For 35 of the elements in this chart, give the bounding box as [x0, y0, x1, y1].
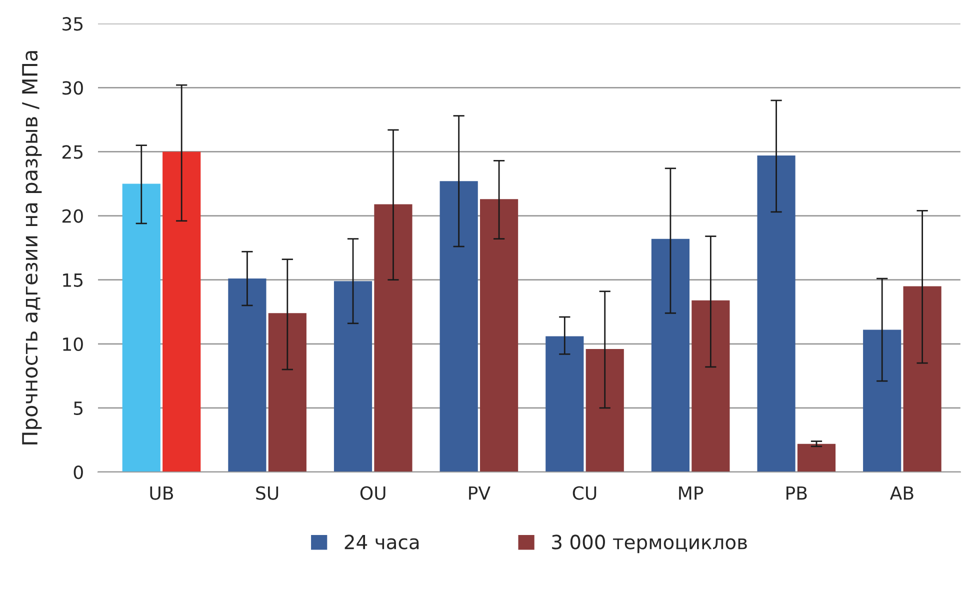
bar: [374, 204, 412, 472]
bar: [757, 156, 796, 472]
y-tick-label: 25: [62, 145, 83, 159]
x-tick-label: UB: [150, 486, 174, 500]
bar: [480, 199, 518, 472]
y-tick-label: 30: [62, 81, 83, 95]
legend-label: 3 000 термоциклов: [552, 534, 747, 554]
y-tick-label: 15: [63, 274, 83, 287]
x-tick-label: MP: [679, 486, 704, 500]
bar: [692, 300, 730, 472]
legend-label: 24 часа: [344, 534, 419, 550]
y-axis-title: Прочность адгезии на разрыв / МПа: [22, 51, 42, 444]
bar: [797, 444, 836, 472]
bar: [268, 313, 306, 472]
bar: [651, 238, 690, 472]
bar: [863, 330, 902, 472]
bar: [122, 184, 160, 472]
bar: [162, 152, 201, 472]
x-tick-label: PV: [469, 486, 490, 500]
y-tick-label: 10: [63, 337, 83, 351]
bar: [228, 278, 266, 472]
y-tick-label: 35: [62, 17, 83, 31]
y-tick-label: 5: [74, 402, 83, 416]
x-tick-label: SU: [256, 486, 278, 500]
bar: [903, 286, 942, 472]
x-tick-label: OU: [360, 486, 386, 500]
x-tick-label: PB: [786, 486, 807, 500]
bar: [586, 349, 624, 472]
y-tick-label: 20: [62, 209, 83, 223]
x-tick-label: AB: [890, 486, 914, 500]
bar: [440, 181, 478, 472]
bar: [546, 336, 584, 472]
x-tick-label: CU: [572, 486, 596, 500]
y-tick-label: 0: [74, 465, 83, 480]
bar: [334, 281, 372, 472]
